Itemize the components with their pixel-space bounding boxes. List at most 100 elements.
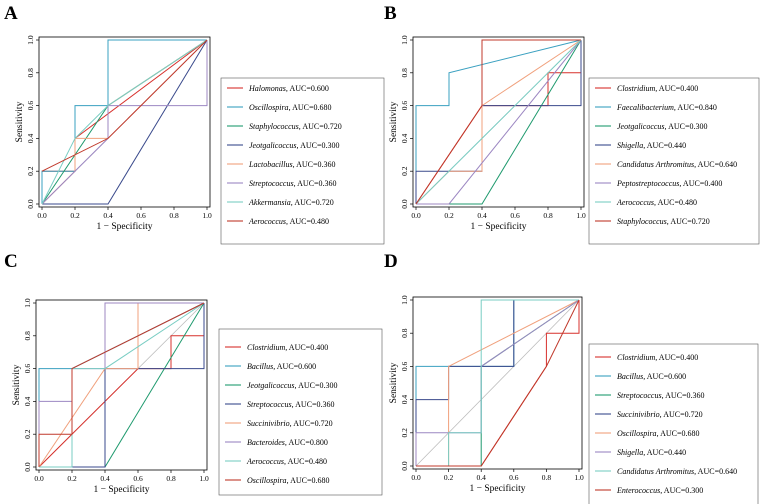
x-tick-label: 0.2 bbox=[444, 211, 454, 220]
legend-auc: , AUC=0.720 bbox=[290, 419, 333, 428]
roc-curve-oscillospira bbox=[38, 302, 205, 467]
legend-entry: Clostridium, AUC=0.400 bbox=[617, 353, 698, 362]
legend-genus: Staphylococcus bbox=[249, 122, 299, 131]
legend-auc: , AUC=0.300 bbox=[297, 141, 340, 150]
y-tick-label: 0.6 bbox=[26, 101, 35, 111]
panel-letter: A bbox=[4, 3, 18, 24]
y-tick-label: 0.0 bbox=[26, 199, 35, 209]
legend-genus: Aerococcus bbox=[616, 198, 654, 207]
roc-curve-faecalibacterium bbox=[415, 39, 582, 204]
legend-auc: , AUC=0.300 bbox=[295, 381, 338, 390]
plot-frame bbox=[412, 296, 583, 470]
panel-letter: C bbox=[4, 251, 18, 272]
legend-entry: Peptostreptococcus, AUC=0.400 bbox=[616, 179, 722, 188]
legend-auc: , AUC=0.400 bbox=[285, 343, 328, 352]
legend-auc: , AUC=0.600 bbox=[273, 362, 316, 371]
x-tick-label: 0.8 bbox=[166, 474, 176, 483]
x-tick-label: 0.2 bbox=[70, 211, 80, 220]
y-tick-label: 0.0 bbox=[400, 461, 409, 471]
y-tick-label: 1.0 bbox=[23, 298, 32, 308]
legend-genus: Jeotgalicoccus bbox=[617, 122, 665, 131]
y-tick-label: 1.0 bbox=[400, 35, 409, 45]
legend-genus: Shigella bbox=[617, 141, 643, 150]
legend-auc: , AUC=0.440 bbox=[643, 141, 686, 150]
legend-genus: Jeotgalicoccus bbox=[249, 141, 297, 150]
legend-auc: , AUC=0.720 bbox=[667, 217, 710, 226]
legend-auc: , AUC=0.720 bbox=[299, 122, 342, 131]
legend-entry: Succinivibrio, AUC=0.720 bbox=[247, 419, 333, 428]
legend-genus: Jeotgalicoccus bbox=[247, 381, 295, 390]
legend-auc: , AUC=0.480 bbox=[284, 457, 327, 466]
x-tick-label: 0.4 bbox=[100, 474, 110, 483]
legend-entry: Aerococcus, AUC=0.480 bbox=[616, 198, 697, 207]
panel-letter: B bbox=[384, 3, 397, 24]
legend-entry: Enterococcus, AUC=0.300 bbox=[616, 486, 703, 495]
panel-letter: D bbox=[384, 251, 398, 272]
y-tick-label: 0.8 bbox=[26, 68, 35, 78]
roc-curve-peptostreptococcus bbox=[416, 39, 582, 205]
legend-auc: , AUC=0.680 bbox=[289, 103, 332, 112]
y-tick-label: 1.0 bbox=[26, 35, 35, 45]
plot-frame bbox=[38, 36, 211, 208]
legend-entry: Bacteroides, AUC=0.800 bbox=[247, 438, 328, 447]
legend-auc: , AUC=0.720 bbox=[660, 410, 703, 419]
panel-b: B 0.0 0.2 0.4 0.6 0.8 1.0 0.0 0.2 0.4 0.6 0.8 1.0 1 −… bbox=[384, 3, 760, 245]
legend-genus: Streptococcus bbox=[247, 400, 292, 409]
legend-auc: , AUC=0.600 bbox=[643, 372, 686, 381]
legend-entry: Jeotgalicoccus, AUC=0.300 bbox=[247, 381, 338, 390]
panel-c: C 0.0 0.2 0.4 0.6 0.8 1.0 0.0 0.2 0.4 0.6 0.8 1.0 1 −… bbox=[4, 251, 383, 496]
legend-genus: Shigella bbox=[617, 448, 643, 457]
y-tick-label: 0.4 bbox=[26, 133, 35, 143]
legend-genus: Aerococcus bbox=[248, 217, 286, 226]
legend-genus: Clostridium bbox=[617, 84, 655, 93]
y-tick-label: 0.2 bbox=[400, 166, 409, 176]
legend-auc: , AUC=0.640 bbox=[694, 160, 737, 169]
y-axis-label: Sensitivity bbox=[389, 101, 399, 142]
legend-genus: Oscillospira bbox=[617, 429, 657, 438]
legend-auc: , AUC=0.360 bbox=[293, 160, 336, 169]
x-axis-label: 1 − Specificity bbox=[470, 221, 526, 232]
y-tick-label: 0.6 bbox=[400, 361, 409, 371]
roc-curve-akkermansia bbox=[41, 39, 208, 205]
legend-entry: Shigella, AUC=0.440 bbox=[617, 448, 686, 457]
y-tick-label: 0.8 bbox=[400, 68, 409, 78]
panel-a: A 0.0 0.2 0.4 0.6 0.8 1.0 0.0 0.2 0.4 0.6 0.8 1.0 1 −… bbox=[4, 3, 385, 245]
x-tick-label: 0.4 bbox=[103, 211, 113, 220]
plot-frame bbox=[35, 299, 208, 471]
legend-genus: Candidatus Arthromitus bbox=[617, 160, 694, 169]
legend-entry: Candidatus Arthromitus, AUC=0.640 bbox=[617, 467, 737, 476]
legend-entry: Candidatus Arthromitus, AUC=0.640 bbox=[617, 160, 737, 169]
x-tick-label: 1.0 bbox=[574, 473, 584, 482]
y-tick-label: 0.8 bbox=[400, 328, 409, 338]
legend-entry: Halomonas, AUC=0.600 bbox=[248, 84, 329, 93]
legend-auc: , AUC=0.400 bbox=[655, 84, 698, 93]
legend-genus: Halomonas bbox=[248, 84, 286, 93]
legend-entry: Faecalibacterium, AUC=0.840 bbox=[616, 103, 717, 112]
legend-genus: Candidatus Arthromitus bbox=[617, 467, 694, 476]
roc-curve-enterococcus bbox=[416, 299, 580, 467]
legend-auc: , AUC=0.680 bbox=[287, 476, 330, 485]
y-tick-label: 0.0 bbox=[400, 199, 409, 209]
legend-auc: , AUC=0.840 bbox=[674, 103, 717, 112]
y-tick-label: 1.0 bbox=[400, 295, 409, 305]
y-tick-label: 0.6 bbox=[23, 364, 32, 374]
legend-box bbox=[588, 77, 760, 245]
legend-box bbox=[218, 328, 383, 496]
roc-curve-aerococcus bbox=[415, 39, 582, 205]
y-axis-label: Sensitivity bbox=[12, 364, 22, 405]
legend-genus: Bacillus bbox=[617, 372, 643, 381]
legend-entry: Oscillospira, AUC=0.680 bbox=[247, 476, 330, 485]
legend-auc: , AUC=0.680 bbox=[657, 429, 700, 438]
plot-frame bbox=[412, 36, 585, 208]
y-tick-label: 0.2 bbox=[23, 429, 32, 439]
legend-genus: Streptococcus bbox=[617, 391, 662, 400]
legend-auc: , AUC=0.480 bbox=[654, 198, 697, 207]
legend-entry: Aerococcus, AUC=0.480 bbox=[246, 457, 327, 466]
x-tick-label: 1.0 bbox=[199, 474, 209, 483]
legend-genus: Lactobacillus bbox=[248, 160, 293, 169]
y-tick-label: 0.4 bbox=[400, 133, 409, 143]
legend-auc: , AUC=0.300 bbox=[660, 486, 703, 495]
x-tick-label: 0.6 bbox=[510, 211, 520, 220]
legend-entry: Succinivibrio, AUC=0.720 bbox=[617, 410, 703, 419]
